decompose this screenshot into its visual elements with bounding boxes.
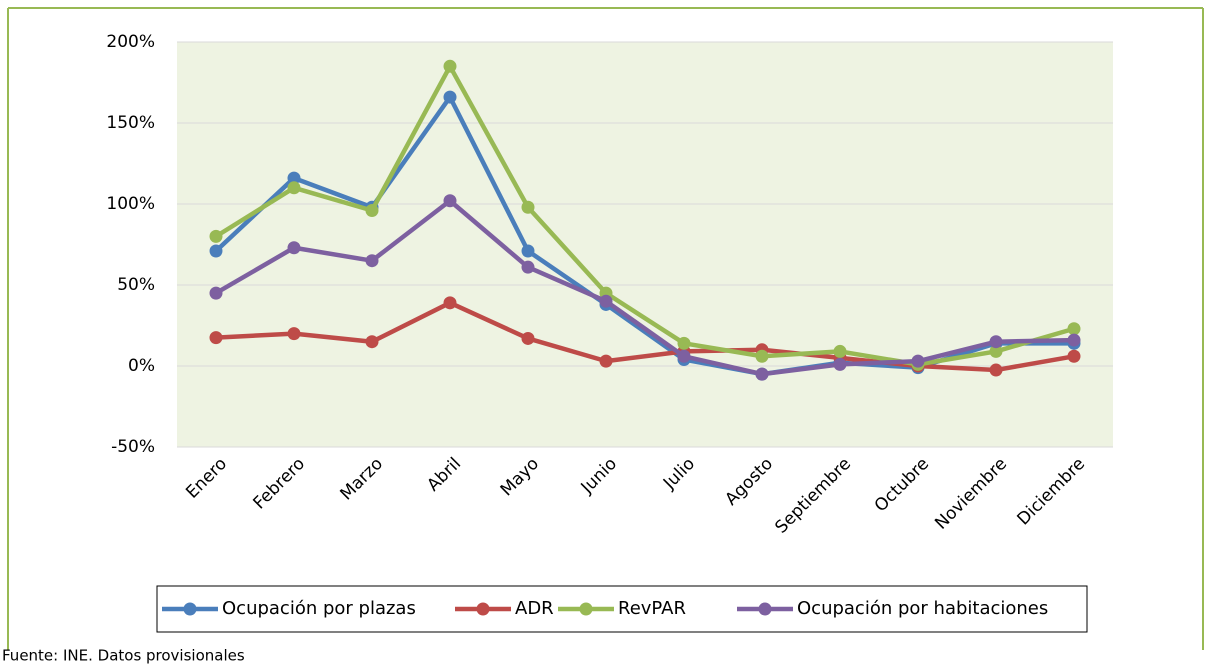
point [209, 331, 223, 345]
legend-label: Ocupación por plazas [222, 598, 416, 619]
point [755, 367, 769, 381]
x-tick-label: Noviembre [931, 454, 1011, 534]
plot-area [177, 42, 1113, 447]
x-tick-label: Abril [423, 454, 465, 496]
x-tick-label: Octubre [871, 454, 933, 516]
x-tick-label: Febrero [250, 454, 310, 514]
x-tick-label: Junio [577, 454, 621, 498]
legend-marker [758, 602, 772, 616]
point [599, 294, 613, 308]
point [989, 344, 1003, 358]
series-line [214, 198, 1075, 377]
legend-marker [183, 602, 197, 616]
point [365, 335, 379, 349]
point [287, 171, 301, 185]
point [365, 254, 379, 268]
point [599, 354, 613, 368]
x-tick-label: Enero [182, 454, 231, 503]
x-tick-label: Marzo [337, 454, 387, 504]
series-line [214, 64, 1075, 367]
x-tick-label: Septiembre [771, 454, 855, 538]
point [209, 244, 223, 258]
point [443, 296, 457, 310]
y-tick-label: 0% [128, 356, 155, 376]
point [1067, 322, 1081, 336]
point [287, 181, 301, 195]
point [755, 349, 769, 363]
point [443, 90, 457, 104]
y-tick-label: 200% [106, 32, 155, 52]
x-tick-label: Agosto [721, 454, 777, 510]
source-note: Fuente: INE. Datos provisionales [2, 647, 245, 665]
point [287, 241, 301, 255]
legend-marker [476, 602, 490, 616]
y-tick-label: 50% [117, 275, 155, 295]
point [833, 357, 847, 371]
point [365, 203, 379, 217]
point [1067, 349, 1081, 363]
point [443, 194, 457, 208]
point [911, 354, 925, 368]
y-tick-label: -50% [111, 437, 155, 457]
legend-marker [579, 602, 593, 616]
series-line [215, 300, 1075, 373]
legend-label: ADR [515, 598, 554, 619]
point [833, 344, 847, 358]
legend-label: RevPAR [618, 598, 686, 619]
point [989, 335, 1003, 349]
point [209, 286, 223, 300]
point [287, 327, 301, 341]
point [521, 244, 535, 258]
point [1067, 333, 1081, 347]
point [677, 349, 691, 363]
y-tick-label: 150% [106, 113, 155, 133]
point [521, 260, 535, 274]
legend-box [156, 585, 1088, 633]
legend-label: Ocupación por habitaciones [797, 598, 1048, 619]
x-tick-label: Mayo [497, 454, 543, 500]
point [677, 336, 691, 350]
point [521, 331, 535, 345]
x-tick-label: Julio [659, 454, 699, 494]
y-tick-label: 100% [106, 194, 155, 214]
point [521, 200, 535, 214]
point [989, 363, 1003, 377]
point [209, 229, 223, 243]
point [443, 59, 457, 73]
x-tick-label: Diciembre [1014, 454, 1090, 530]
